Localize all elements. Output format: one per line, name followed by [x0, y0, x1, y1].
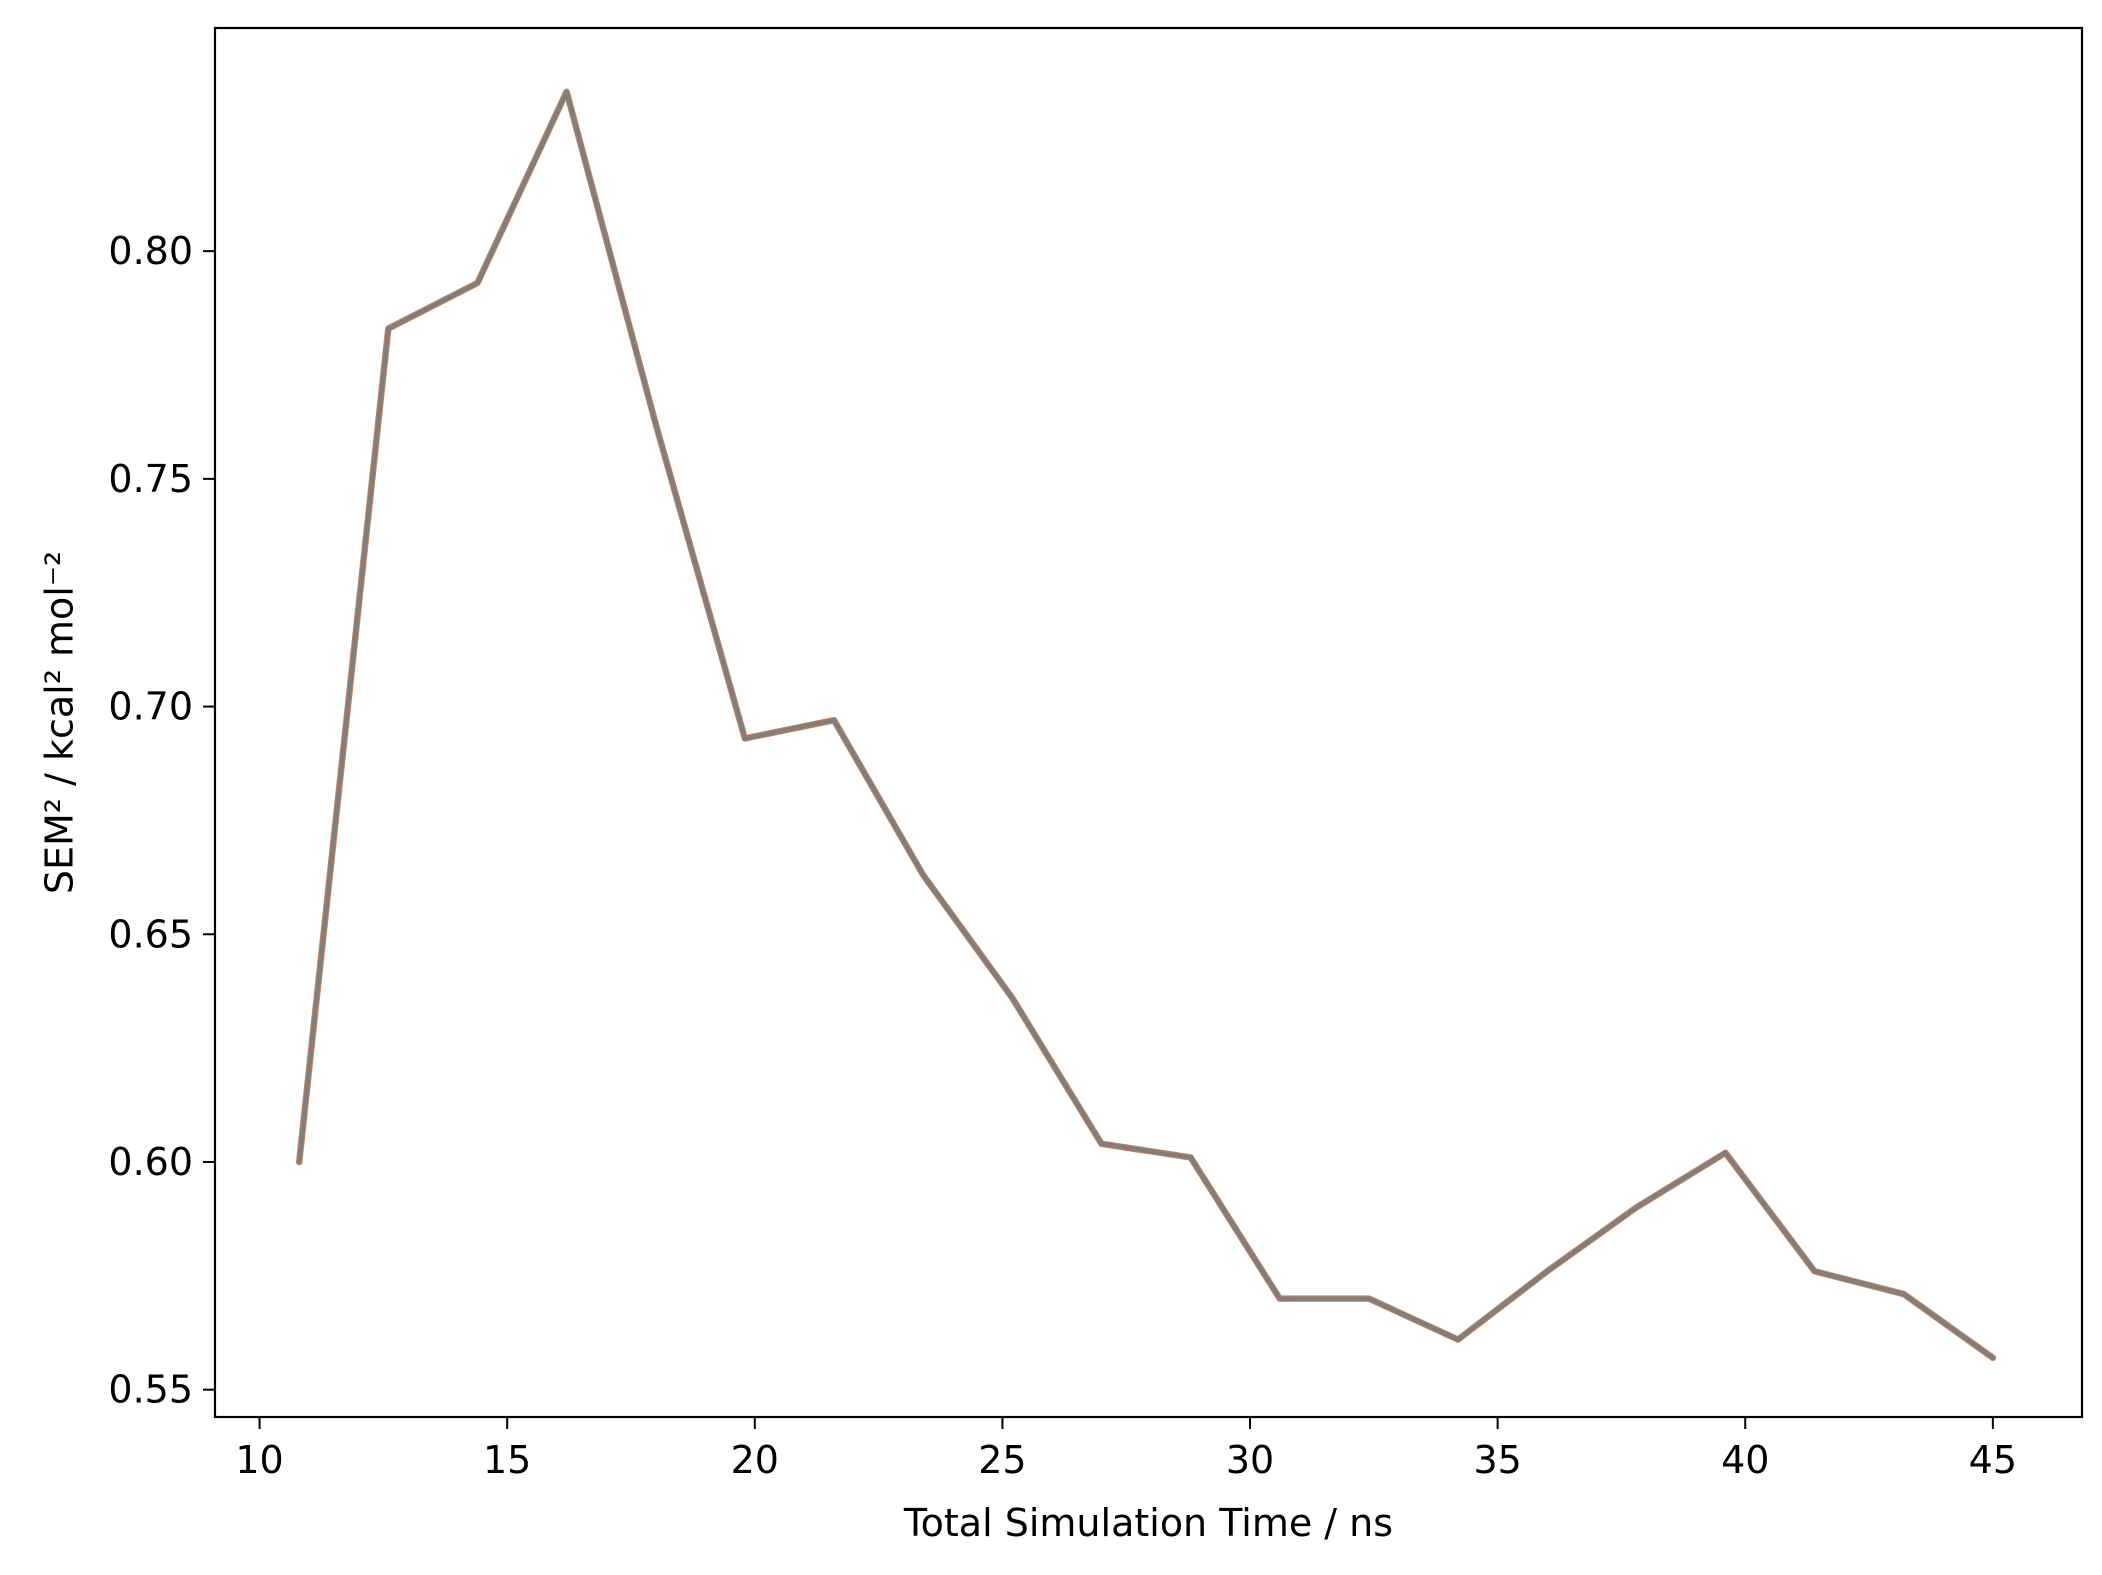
- x-tick-label: 10: [235, 1438, 283, 1482]
- data-point: [1010, 995, 1015, 1001]
- data-point: [1366, 1296, 1372, 1301]
- axes-frame: [213, 26, 2084, 1419]
- data-point: [386, 326, 391, 331]
- y-tick-label: 0.80: [108, 229, 193, 273]
- data-point: [564, 89, 569, 94]
- x-tick-label: 20: [731, 1438, 779, 1482]
- data-point: [920, 872, 926, 878]
- data-point: [1455, 1337, 1461, 1342]
- y-tick-label: 0.55: [108, 1368, 193, 1412]
- series-line: [296, 89, 1996, 1361]
- y-axis-label: SEM² / kcal² mol⁻²: [38, 551, 82, 894]
- data-point: [653, 422, 658, 427]
- data-point: [1990, 1355, 1996, 1360]
- data-point: [1901, 1291, 1906, 1297]
- x-tick-label: 30: [1226, 1438, 1274, 1482]
- data-point: [831, 718, 837, 723]
- data-point: [742, 736, 748, 741]
- data-point: [1188, 1155, 1193, 1160]
- x-tick-label: 45: [1969, 1438, 2017, 1482]
- x-axis-label: Total Simulation Time / ns: [903, 1501, 1393, 1545]
- y-tick-label: 0.65: [108, 912, 193, 956]
- data-point: [1812, 1269, 1817, 1274]
- plot-area: [295, 88, 1997, 1362]
- data-point: [1634, 1205, 1639, 1210]
- data-point: [296, 1159, 302, 1165]
- y-tick-label: 0.60: [108, 1140, 193, 1184]
- data-point: [1723, 1150, 1728, 1156]
- data-point: [1544, 1269, 1550, 1274]
- x-tick-label: 35: [1473, 1438, 1521, 1482]
- x-tick-label: 15: [483, 1438, 531, 1482]
- y-tick-label: 0.70: [108, 685, 193, 729]
- axis-ticks: 10 15 20 25 30 35 40 45 0.55 0.60 0.65 0.70 0.75 0.80: [108, 229, 2017, 1482]
- data-point: [1277, 1296, 1282, 1301]
- data-point: [1099, 1141, 1104, 1146]
- y-tick-label: 0.75: [108, 457, 193, 501]
- x-tick-label: 40: [1721, 1438, 1769, 1482]
- data-point: [475, 280, 480, 286]
- x-tick-label: 25: [978, 1438, 1026, 1482]
